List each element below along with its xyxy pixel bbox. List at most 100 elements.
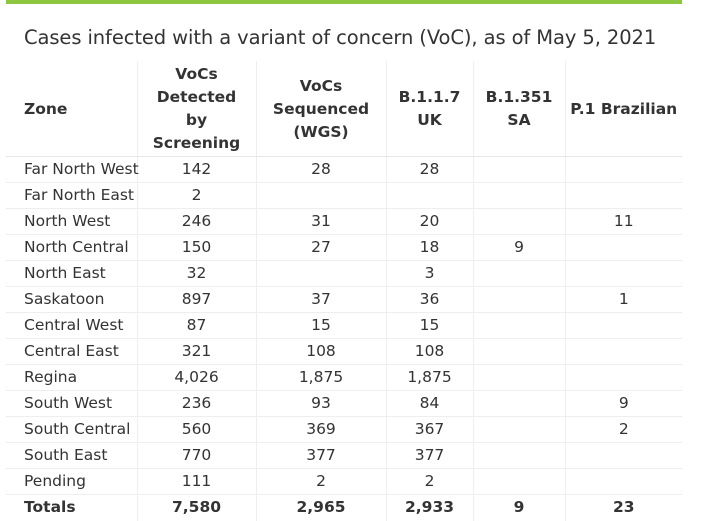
cell-zone: Saskatoon <box>6 286 137 313</box>
cell-wgs: 1,875 <box>255 364 386 391</box>
table-row: Central East 321 108 108 <box>6 338 682 365</box>
cell-brazil <box>564 260 682 287</box>
cell-wgs: 31 <box>255 208 386 235</box>
totals-cell-screening: 7,580 <box>136 494 256 521</box>
cell-uk: 28 <box>385 156 473 183</box>
cell-brazil <box>564 442 682 469</box>
cell-sa: 9 <box>472 234 565 261</box>
cell-brazil <box>564 468 682 495</box>
cell-sa <box>472 416 565 443</box>
cell-zone: North West <box>6 208 137 235</box>
cell-zone: South Central <box>6 416 137 443</box>
cell-sa <box>472 442 565 469</box>
cell-sa <box>472 364 565 391</box>
table-header-row: Zone VoCs Detected by Screening VoCs Seq… <box>6 61 682 157</box>
cell-zone: Regina <box>6 364 137 391</box>
cell-wgs: 37 <box>255 286 386 313</box>
cell-screening: 321 <box>136 338 256 365</box>
cell-zone: Central East <box>6 338 137 365</box>
cell-sa <box>472 182 565 209</box>
totals-cell-brazil: 23 <box>564 494 682 521</box>
table-row: South East 770 377 377 <box>6 442 682 469</box>
cell-zone: Far North East <box>6 182 137 209</box>
cell-wgs: 377 <box>255 442 386 469</box>
table-row: Regina 4,026 1,875 1,875 <box>6 364 682 391</box>
cell-sa <box>472 208 565 235</box>
cell-uk: 108 <box>385 338 473 365</box>
cell-uk: 377 <box>385 442 473 469</box>
cell-uk: 3 <box>385 260 473 287</box>
table-row: North East 32 3 <box>6 260 682 287</box>
cell-brazil <box>564 182 682 209</box>
cell-screening: 4,026 <box>136 364 256 391</box>
cell-zone: Central West <box>6 312 137 339</box>
totals-row: Totals 7,580 2,965 2,933 9 23 <box>6 494 682 521</box>
cell-sa <box>472 312 565 339</box>
cell-uk: 36 <box>385 286 473 313</box>
cell-brazil <box>564 312 682 339</box>
cell-zone: North East <box>6 260 137 287</box>
variant-table: Zone VoCs Detected by Screening VoCs Seq… <box>6 61 682 521</box>
cell-screening: 2 <box>136 182 256 209</box>
cell-wgs: 108 <box>255 338 386 365</box>
table-row: South West 236 93 84 9 <box>6 390 682 417</box>
cell-uk: 1,875 <box>385 364 473 391</box>
cell-uk: 367 <box>385 416 473 443</box>
cell-screening: 150 <box>136 234 256 261</box>
totals-cell-sa: 9 <box>472 494 565 521</box>
totals-cell-zone: Totals <box>24 498 76 517</box>
cell-sa <box>472 156 565 183</box>
column-header-screening-line1: VoCs Detected <box>156 65 237 106</box>
cell-uk: 18 <box>385 234 473 261</box>
table-row: South Central 560 369 367 2 <box>6 416 682 443</box>
column-header-brazil: P.1 Brazilian <box>564 61 682 157</box>
cell-screening: 770 <box>136 442 256 469</box>
table-row: Central West 87 15 15 <box>6 312 682 339</box>
cell-brazil <box>564 234 682 261</box>
cell-screening: 111 <box>136 468 256 495</box>
accent-bar <box>6 0 682 4</box>
cell-zone: Far North West <box>6 156 139 183</box>
cell-wgs: 93 <box>255 390 386 417</box>
cell-zone: South East <box>6 442 137 469</box>
cell-screening: 142 <box>136 156 256 183</box>
cell-screening: 560 <box>136 416 256 443</box>
cell-wgs: 27 <box>255 234 386 261</box>
page-title: Cases infected with a variant of concern… <box>24 26 657 49</box>
column-header-wgs: VoCs Sequenced (WGS) <box>255 61 386 157</box>
table-body: Far North West 142 28 28 Far North East 2 Nort… <box>6 156 682 521</box>
cell-screening: 246 <box>136 208 256 235</box>
cell-uk: 20 <box>385 208 473 235</box>
table-row: Far North West 142 28 28 <box>6 156 682 183</box>
cell-screening: 87 <box>136 312 256 339</box>
cell-brazil <box>564 156 682 183</box>
cell-sa <box>472 260 565 287</box>
cell-sa <box>472 390 565 417</box>
cell-brazil: 9 <box>564 390 682 417</box>
cell-uk <box>385 182 473 209</box>
column-header-uk: B.1.1.7 UK <box>385 61 473 157</box>
table-row: Saskatoon 897 37 36 1 <box>6 286 682 313</box>
cell-brazil <box>564 338 682 365</box>
cell-brazil: 1 <box>564 286 682 313</box>
variant-table-container: Zone VoCs Detected by Screening VoCs Seq… <box>6 61 682 521</box>
cell-wgs <box>255 260 386 287</box>
cell-brazil: 11 <box>564 208 682 235</box>
cell-wgs: 28 <box>255 156 386 183</box>
totals-cell-uk: 2,933 <box>385 494 473 521</box>
cell-wgs: 369 <box>255 416 386 443</box>
column-header-zone: Zone <box>6 61 137 157</box>
cell-zone: North Central <box>6 234 137 261</box>
column-header-wgs-line1: VoCs Sequenced <box>272 76 370 118</box>
cell-screening: 32 <box>136 260 256 287</box>
cell-uk: 2 <box>385 468 473 495</box>
table-row: Far North East 2 <box>6 182 682 209</box>
cell-brazil: 2 <box>564 416 682 443</box>
column-header-sa: B.1.351 SA <box>472 61 565 157</box>
column-header-wgs-line2: (WGS) <box>293 122 349 141</box>
cell-sa <box>472 286 565 313</box>
table-row: North West 246 31 20 11 <box>6 208 682 235</box>
cell-zone: South West <box>6 390 137 417</box>
column-header-screening: VoCs Detected by Screening <box>136 61 256 157</box>
cell-wgs: 2 <box>255 468 386 495</box>
